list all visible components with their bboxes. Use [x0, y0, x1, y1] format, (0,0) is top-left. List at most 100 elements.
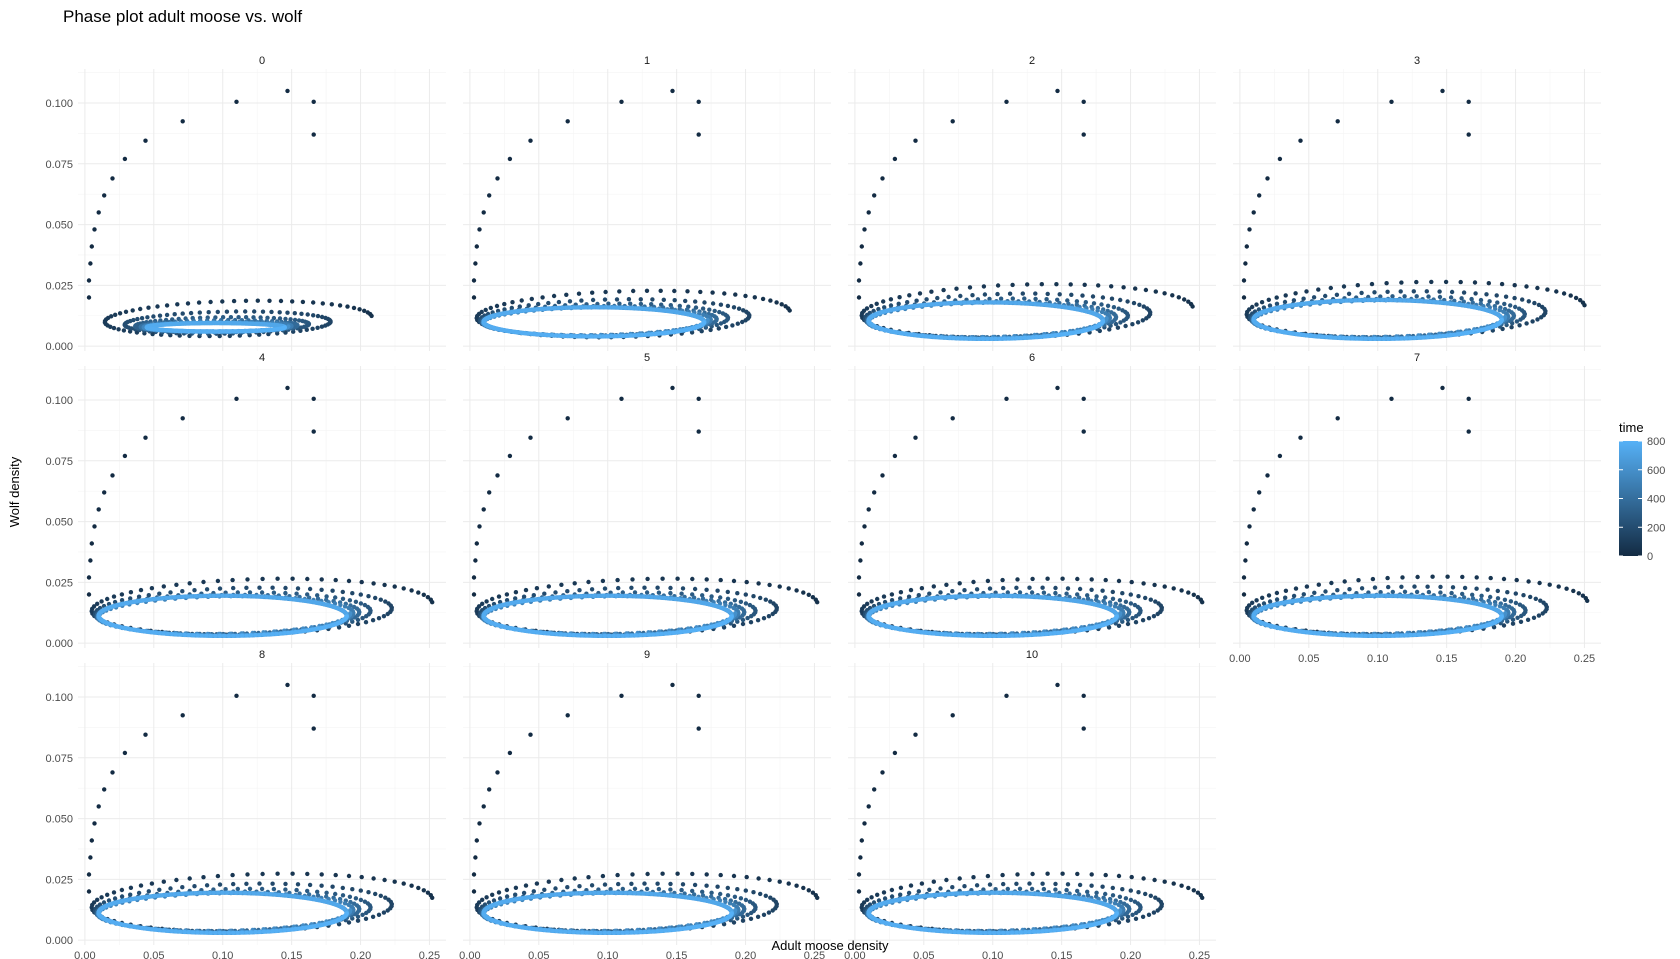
- data-point: [1536, 302, 1542, 308]
- data-point: [982, 292, 988, 297]
- data-point: [997, 336, 1003, 341]
- data-point: [150, 331, 155, 337]
- data-point: [1018, 335, 1023, 341]
- data-point: [998, 296, 1004, 301]
- data-point: [519, 298, 524, 303]
- data-point: [1100, 319, 1106, 324]
- data-point: [1311, 295, 1317, 300]
- data-point: [1002, 336, 1007, 341]
- facet-points: [471, 88, 792, 340]
- data-point: [738, 599, 744, 604]
- data-point: [693, 305, 699, 310]
- data-point: [679, 591, 684, 596]
- data-point: [615, 577, 620, 583]
- data-point: [696, 99, 701, 105]
- data-point: [696, 396, 701, 401]
- data-point: [939, 335, 944, 340]
- data-point: [1109, 284, 1114, 289]
- data-point: [401, 586, 406, 591]
- data-point: [351, 305, 357, 311]
- data-point: [600, 578, 606, 584]
- data-point: [590, 290, 595, 295]
- data-point: [777, 584, 782, 589]
- data-point: [1426, 294, 1431, 299]
- data-point: [1345, 336, 1351, 341]
- data-point: [1131, 300, 1137, 306]
- data-point: [362, 602, 368, 608]
- data-point: [1554, 289, 1559, 294]
- data-point: [546, 584, 551, 589]
- data-point: [1355, 283, 1361, 288]
- data-point: [180, 589, 185, 594]
- data-point: [556, 305, 561, 311]
- data-point: [680, 586, 686, 591]
- data-point: [234, 593, 239, 599]
- data-point: [231, 298, 237, 304]
- data-point: [1021, 301, 1026, 306]
- data-point: [692, 586, 698, 592]
- data-point: [1424, 289, 1430, 294]
- data-point: [560, 305, 565, 311]
- data-point: [245, 577, 250, 582]
- data-point: [1390, 336, 1395, 341]
- data-point: [490, 596, 495, 602]
- data-point: [278, 631, 283, 636]
- data-point: [195, 633, 200, 638]
- data-point: [300, 318, 305, 324]
- data-point: [1057, 292, 1062, 297]
- data-point: [471, 575, 477, 580]
- data-point: [630, 577, 635, 582]
- data-point: [180, 119, 185, 124]
- data-point: [355, 621, 361, 627]
- data-point: [874, 301, 879, 306]
- data-point: [225, 593, 230, 598]
- data-point: [207, 593, 212, 599]
- data-point: [234, 396, 239, 401]
- data-point: [474, 244, 479, 249]
- data-point: [1328, 335, 1334, 340]
- data-point: [1090, 294, 1096, 299]
- data-point: [1486, 281, 1492, 286]
- data-point: [577, 334, 582, 339]
- data-point: [1530, 319, 1535, 324]
- data-point: [383, 599, 388, 604]
- data-point: [619, 305, 624, 310]
- data-point: [752, 295, 757, 300]
- data-point: [1111, 305, 1117, 310]
- data-point: [1010, 336, 1015, 341]
- data-point: [161, 631, 166, 636]
- data-point: [620, 333, 626, 339]
- data-point: [869, 303, 874, 309]
- data-point: [1461, 290, 1467, 295]
- data-point: [612, 333, 618, 339]
- data-point: [119, 592, 125, 597]
- data-point: [1025, 282, 1030, 287]
- data-point: [573, 334, 578, 339]
- data-point: [880, 176, 885, 181]
- data-point: [929, 289, 934, 294]
- data-point: [358, 592, 363, 597]
- data-point: [629, 585, 634, 590]
- data-point: [231, 585, 236, 591]
- data-point: [806, 592, 811, 597]
- data-point: [628, 301, 633, 306]
- data-point: [744, 579, 749, 585]
- data-point: [1034, 334, 1039, 340]
- data-point: [165, 631, 170, 636]
- data-point: [1508, 303, 1513, 308]
- data-point: [487, 490, 492, 495]
- data-point: [942, 301, 947, 306]
- data-point: [1362, 297, 1367, 303]
- data-point: [1393, 298, 1398, 303]
- data-point: [315, 313, 321, 319]
- data-point: [716, 326, 721, 331]
- data-point: [794, 588, 799, 593]
- data-point: [1435, 300, 1441, 305]
- data-point: [1568, 293, 1573, 298]
- data-point: [185, 594, 190, 599]
- data-point: [1259, 300, 1265, 305]
- data-point: [483, 307, 488, 313]
- data-point: [758, 595, 763, 601]
- data-point: [513, 590, 519, 595]
- data-point: [683, 298, 688, 304]
